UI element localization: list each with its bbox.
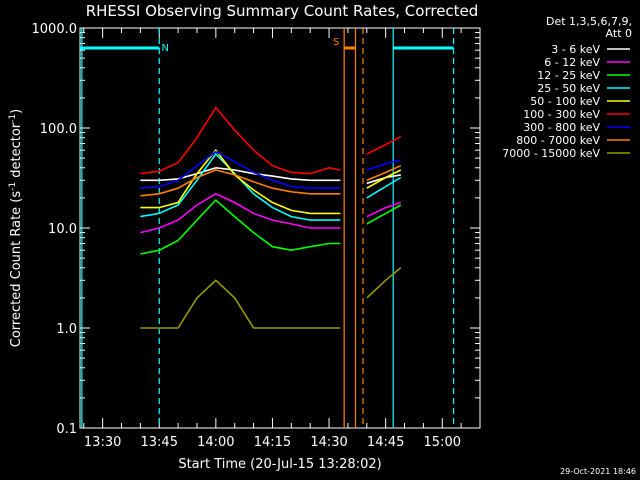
x-tick-labels: 13:30 13:45 14:00 14:15 14:30 14:45 15:00 (84, 435, 461, 450)
series-line (140, 279, 341, 329)
y-tick-label: 1.0 (56, 322, 77, 337)
x-axis-label: Start Time (20-Jul-15 13:28:02) (178, 457, 381, 472)
series-line (366, 169, 402, 189)
y-axis-label-mid: detector (9, 122, 24, 182)
series-line (366, 267, 402, 299)
series-line (140, 198, 341, 255)
legend-header-line1: Det 1,3,5,6,7,9, (546, 15, 632, 28)
flag-label: N (162, 43, 169, 54)
x-tick-label: 14:00 (197, 435, 234, 450)
vertical-marker-lines (81, 28, 455, 428)
y-axis-label: Corrected Count Rate (s-1 detector-1) (8, 109, 24, 347)
series-line (366, 204, 402, 225)
x-tick-label: 14:15 (254, 435, 291, 450)
y-axis-label-sup2: -1 (8, 114, 18, 123)
observing-flags: NS (80, 37, 454, 54)
legend-header-line2: Att 0 (606, 27, 632, 40)
y-tick-labels: 0.1 1.0 10.0 100.0 1000.0 (32, 22, 78, 437)
y-tick-label: 0.1 (56, 422, 77, 437)
legend-label: 3 - 6 keV (551, 43, 600, 56)
series-line (140, 192, 341, 234)
legend-label: 7000 - 15000 keV (502, 147, 600, 160)
y-axis-label-end: ) (9, 109, 24, 114)
series-line (140, 169, 341, 197)
series-line (140, 166, 341, 182)
series-line (140, 148, 341, 215)
y-axis-label-sup1: -1 (8, 182, 18, 191)
y-tick-label: 1000.0 (32, 22, 78, 37)
x-tick-label: 13:45 (141, 435, 178, 450)
series-line (366, 135, 402, 155)
y-axis-label-main: Corrected Count Rate (s (9, 191, 24, 348)
legend-label: 25 - 50 keV (537, 82, 600, 95)
x-tick-label: 15:00 (424, 435, 461, 450)
series-line (366, 159, 401, 171)
series-line (140, 106, 341, 175)
legend-label: 50 - 100 keV (530, 95, 600, 108)
x-tick-label: 14:30 (310, 435, 347, 450)
series-line (366, 201, 402, 218)
series-line (140, 150, 341, 189)
series-lines (140, 106, 402, 329)
timestamp: 29-Oct-2021 18:46 (560, 467, 636, 476)
flag-label: S (333, 37, 339, 48)
axis-ticks (80, 28, 481, 429)
x-tick-label: 13:30 (84, 435, 121, 450)
series-line (366, 176, 402, 199)
series-line (366, 164, 402, 182)
series-line (140, 152, 341, 221)
x-tick-label: 14:45 (367, 435, 404, 450)
y-tick-label: 10.0 (48, 222, 77, 237)
legend-label: 12 - 25 keV (537, 69, 600, 82)
legend-label: 800 - 7000 keV (516, 134, 600, 147)
chart-title: RHESSI Observing Summary Count Rates, Co… (86, 2, 479, 20)
y-tick-label: 100.0 (40, 122, 77, 137)
legend-label: 300 - 800 keV (523, 121, 600, 134)
legend-label: 100 - 300 keV (523, 108, 600, 121)
legend-label: 6 - 12 keV (544, 56, 600, 69)
